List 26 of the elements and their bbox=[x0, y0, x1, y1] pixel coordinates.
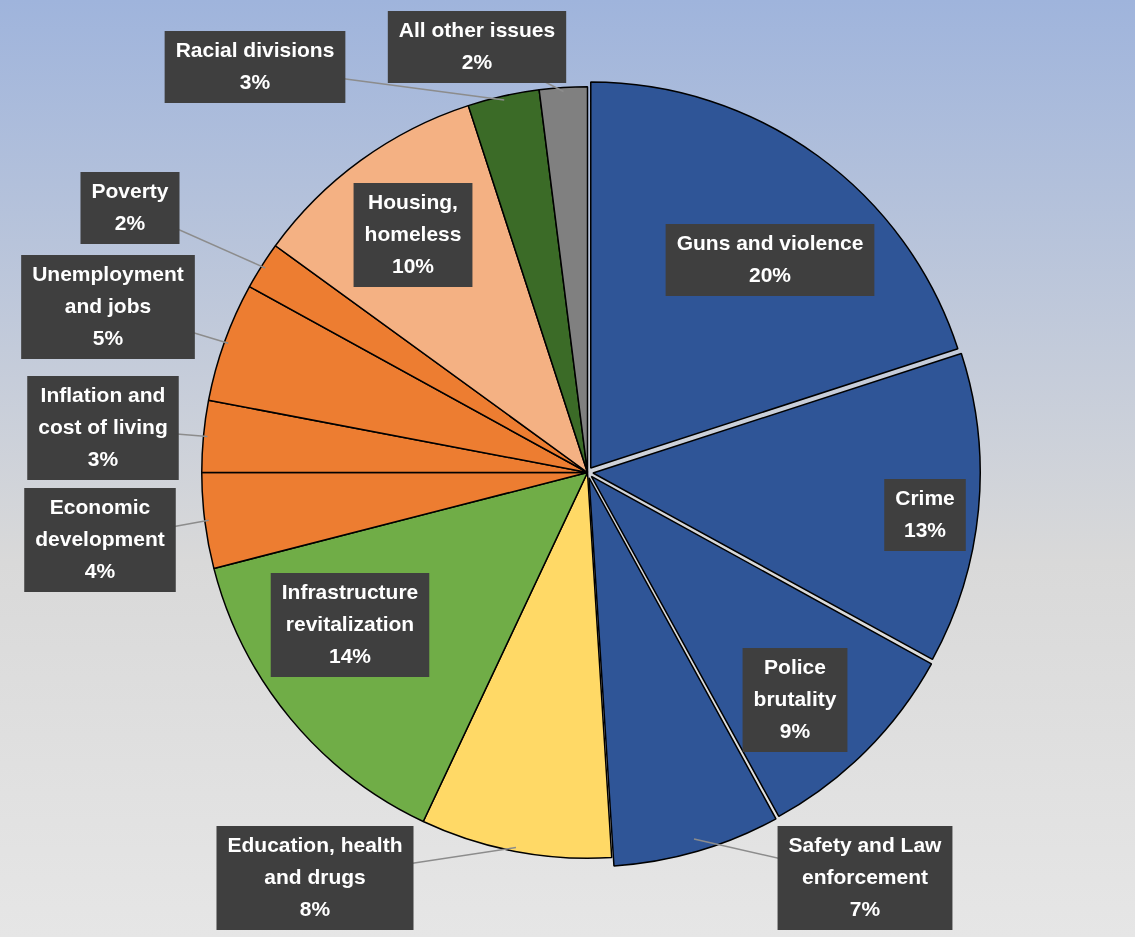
data-label: 8% bbox=[299, 896, 331, 920]
slice-label: Unemployment and jobs bbox=[32, 261, 184, 317]
data-label: 10% bbox=[391, 253, 435, 277]
data-label: 5% bbox=[92, 325, 124, 349]
data-label: 4% bbox=[84, 558, 116, 582]
slice-label: Guns and violence bbox=[676, 230, 864, 254]
data-label: 14% bbox=[328, 643, 372, 667]
slice-label: Racial divisions bbox=[175, 37, 335, 61]
data-label: 9% bbox=[779, 718, 811, 742]
data-label: 20% bbox=[748, 262, 792, 286]
slice-label: Housing, homeless bbox=[364, 189, 462, 245]
slice-label: Poverty bbox=[91, 178, 169, 202]
data-label: 3% bbox=[239, 69, 271, 93]
slice-label: Police brutality bbox=[753, 654, 837, 710]
slice-label: All other issues bbox=[398, 17, 556, 41]
data-label: 7% bbox=[849, 896, 881, 920]
slice-label: Crime bbox=[895, 485, 955, 509]
data-label: 2% bbox=[461, 49, 493, 73]
slice-label: Infrastructure revitalization bbox=[281, 579, 419, 635]
data-label: 13% bbox=[903, 517, 947, 541]
slice-label: Economic development bbox=[35, 494, 165, 550]
slice-label: Safety and Law enforcement bbox=[788, 832, 943, 888]
slice-label: Inflation and cost of living bbox=[38, 382, 168, 438]
data-label: 3% bbox=[87, 446, 119, 470]
data-label: 2% bbox=[114, 210, 146, 234]
slice-label: Education, health and drugs bbox=[227, 832, 403, 888]
